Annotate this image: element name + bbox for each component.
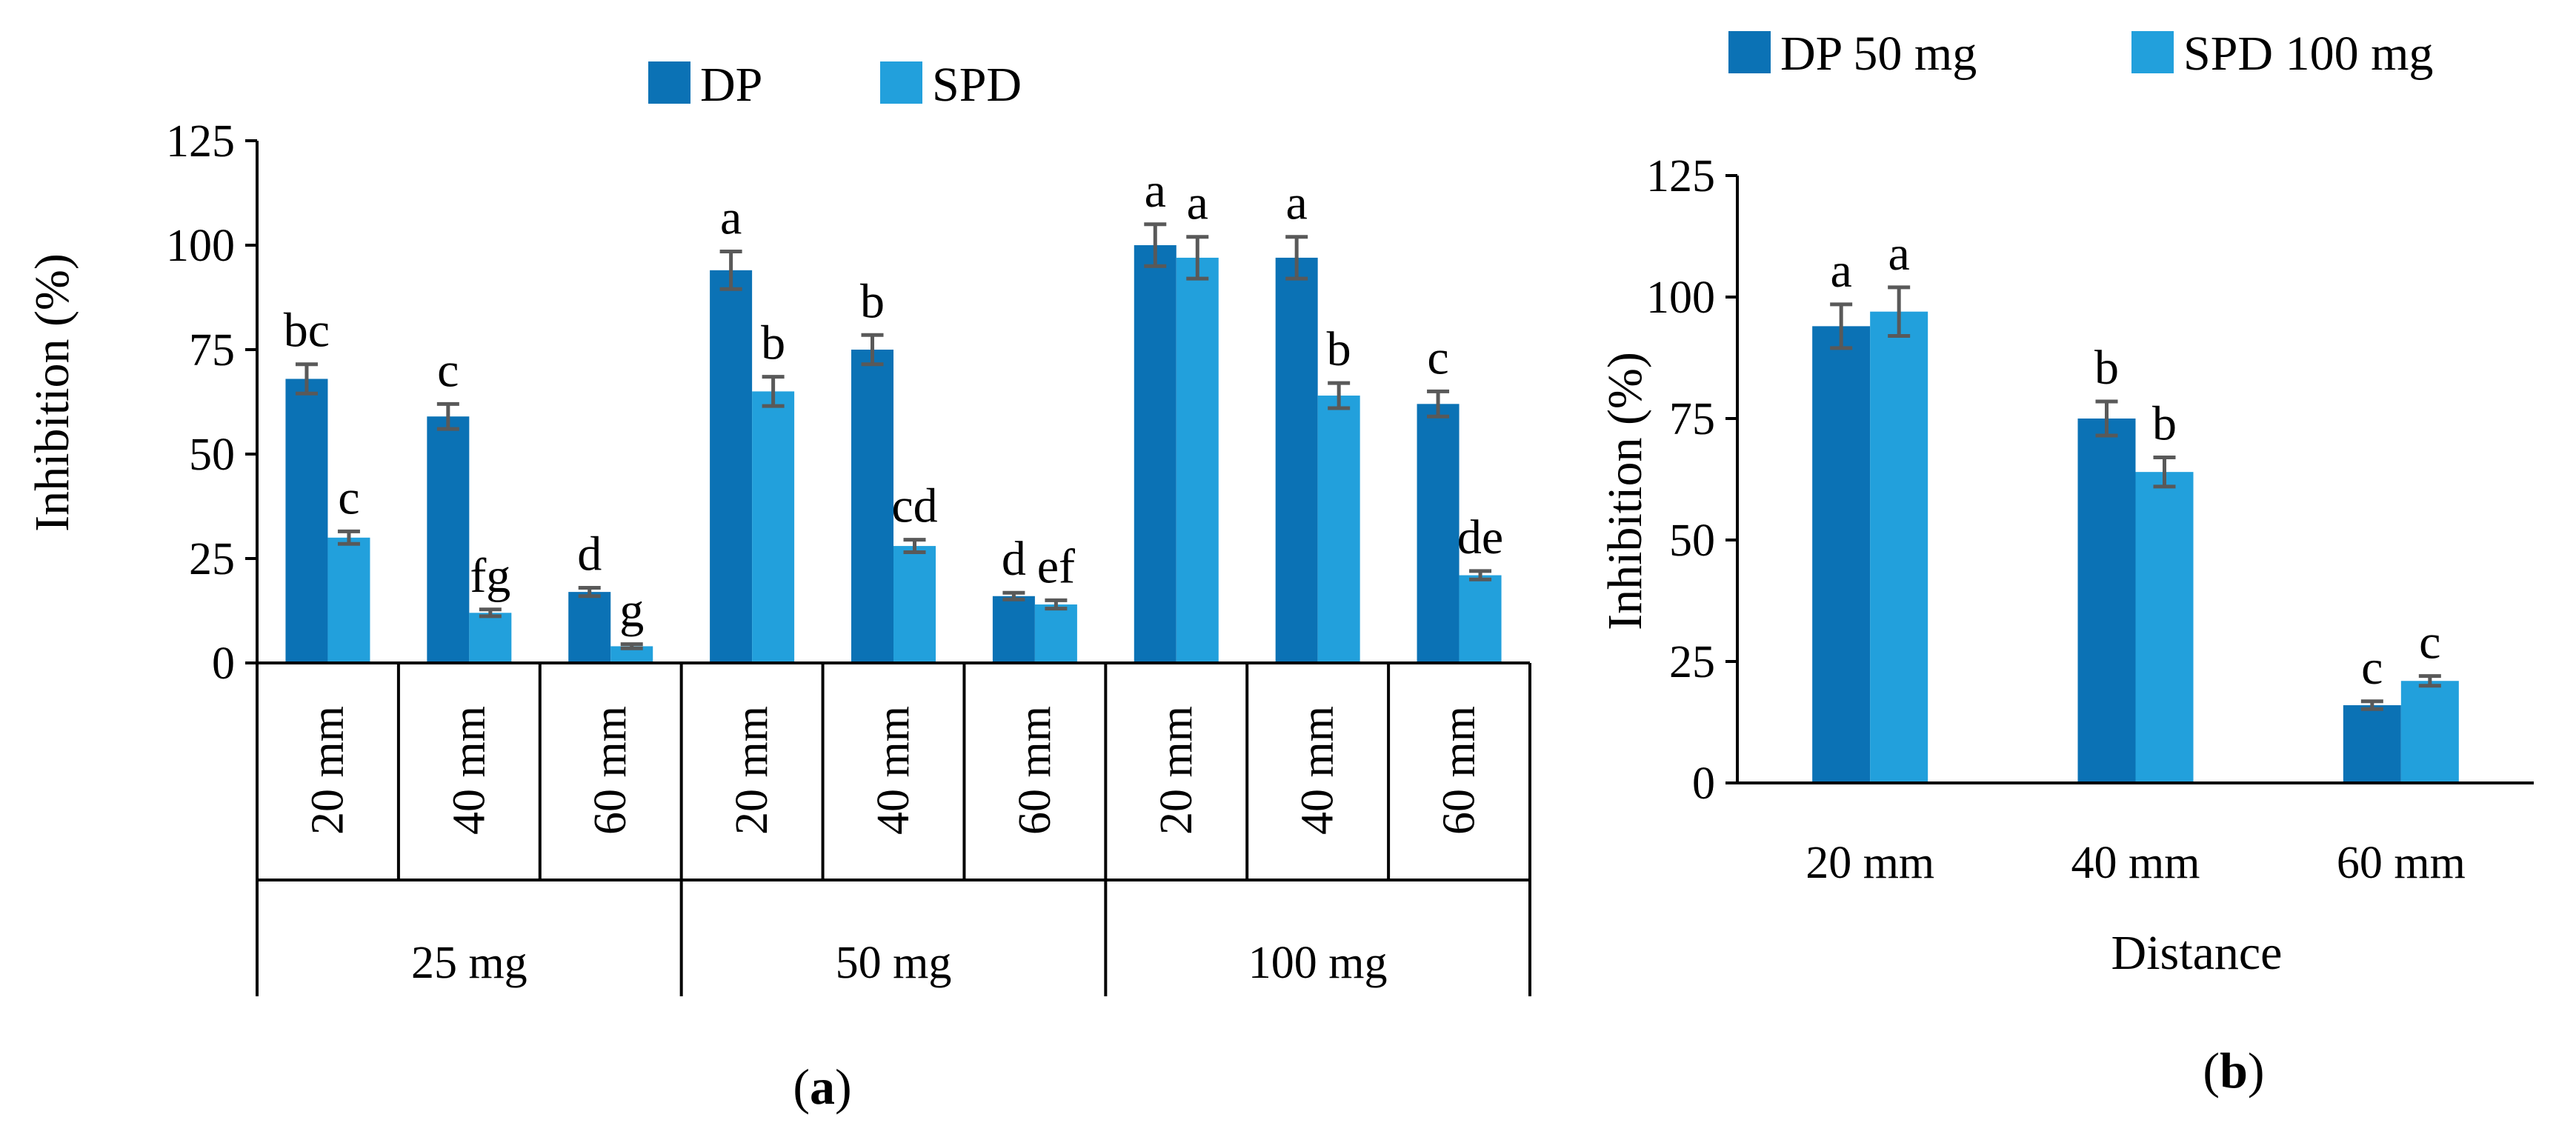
chart-b-bar-dp [1812, 326, 1871, 783]
chart-b-y-ticks: 0 25 50 75 100 125 [1646, 151, 1737, 809]
chart-a-bar-dp [851, 350, 893, 663]
chart-a-significance-letter: b [1327, 322, 1351, 376]
chart-a-x-tick-label: 20 mm [727, 706, 777, 835]
chart-a-significance-letter: c [338, 470, 359, 524]
chart-a-significance-letter: fg [470, 549, 510, 603]
chart-a-y-ticks: 0 25 50 75 100 125 [166, 116, 257, 689]
chart-a-legend: DP SPD [648, 58, 1022, 112]
chart-b-y-tick-label: 75 [1669, 394, 1715, 444]
chart-a-bar-dp [1417, 404, 1460, 663]
chart-a-bar-spd [327, 537, 370, 663]
chart-a-bar-dp [568, 592, 611, 663]
chart-a-significance-letter: b [761, 316, 785, 370]
chart-a-y-tick-label: 100 [166, 221, 235, 271]
chart-b-significance-letter: a [1888, 227, 1910, 281]
chart-b-bar-spd [2135, 472, 2194, 783]
chart-b-legend: DP 50 mg SPD 100 mg [1728, 27, 2433, 81]
chart-a-bar-spd [752, 391, 795, 663]
legend-a-swatch-spd [880, 61, 922, 104]
chart-b-x-tick-label: 40 mm [2071, 838, 2200, 888]
chart-b-significance-letter: c [2361, 641, 2383, 695]
chart-b-significance-letter: b [2094, 341, 2119, 395]
chart-b-bar-dp [2343, 705, 2401, 783]
legend-b-label-spd: SPD 100 mg [2183, 27, 2433, 81]
chart-a-bar-spd [610, 646, 653, 663]
chart-a-bar-dp [710, 270, 753, 664]
chart-b-significance-letter: b [2152, 396, 2177, 450]
chart-b-significance-letter: c [2419, 616, 2440, 670]
chart-b-bars: a b c a b c [1812, 227, 2459, 783]
chart-a-bar-spd [1176, 257, 1219, 663]
chart-a-significance-letter: de [1457, 510, 1503, 564]
legend-a-label-dp: DP [700, 58, 762, 112]
chart-b-y-axis-label: Inhibition (%) [1598, 352, 1652, 630]
chart-b-x-tick-label: 60 mm [2337, 838, 2466, 888]
chart-a-x-tick-label: 20 mm [302, 706, 353, 835]
chart-a-bar-dp [285, 379, 328, 663]
chart-a-x-tick-label: 40 mm [444, 706, 494, 835]
chart-a-y-tick-label: 125 [166, 116, 235, 167]
chart-b-y-tick-label: 25 [1669, 637, 1715, 687]
chart-a-significance-letter: g [619, 584, 644, 638]
chart-a-bar-dp [1275, 257, 1318, 663]
legend-a-label-spd: SPD [932, 58, 1022, 112]
chart-b-y-tick-label: 125 [1646, 151, 1715, 201]
chart-a-significance-letter: a [1145, 164, 1166, 218]
chart-a-x-tick-label: 20 mm [1151, 706, 1202, 835]
chart-b-bar-spd [1870, 311, 1928, 783]
chart-a-significance-letter: c [1427, 330, 1448, 384]
chart-a-bar-dp [427, 416, 470, 663]
chart-a-group-label: 100 mg [1248, 938, 1388, 988]
chart-a-bar-spd [1459, 575, 1502, 663]
chart-b-x-axis-label: Distance [2111, 926, 2283, 980]
chart-a-y-tick-label: 0 [212, 639, 235, 689]
chart-a-x-tick-label: 60 mm [1010, 706, 1060, 835]
chart-a-group-label: 25 mg [411, 938, 527, 988]
chart-a-significance-letter: a [1187, 176, 1208, 230]
chart-b-x-tick-label: 20 mm [1805, 838, 1934, 888]
chart-a-bar-dp [1134, 245, 1176, 663]
chart-a-y-axis-label: Inhibition (%) [25, 253, 79, 532]
chart-a-bar-spd [893, 546, 936, 663]
chart-a-significance-letter: bc [284, 304, 330, 358]
chart-a-y-tick-label: 75 [189, 325, 235, 376]
chart-a-bar-spd [1034, 604, 1077, 663]
chart-b-y-tick-label: 50 [1669, 516, 1715, 566]
chart-b-y-tick-label: 0 [1692, 759, 1715, 809]
legend-b-label-dp: DP 50 mg [1780, 27, 1977, 81]
chart-b-x-axis: 20 mm 40 mm 60 mm [1736, 176, 2534, 888]
chart-b: DP 50 mg SPD 100 mg Inhibition (%) 0 25 50… [1598, 27, 2534, 1099]
chart-a-x-tick-label: 60 mm [585, 706, 636, 835]
chart-a-bar-spd [1317, 396, 1360, 663]
caption-b: (b) [2203, 1042, 2264, 1099]
chart-a-significance-letter: a [1286, 176, 1308, 230]
legend-b-swatch-dp [1728, 31, 1771, 73]
chart-a-significance-letter: d [1002, 532, 1026, 586]
chart-a-bar-dp [992, 596, 1035, 663]
chart-a-significance-letter: b [860, 274, 885, 328]
legend-a-swatch-dp [648, 61, 690, 104]
chart-a-x-tick-label: 40 mm [1293, 706, 1343, 835]
chart-b-significance-letter: a [1831, 244, 1852, 298]
chart-a-significance-letter: ef [1037, 539, 1075, 593]
chart-b-bar-spd [2400, 681, 2459, 783]
chart-a-group-label: 50 mg [836, 938, 952, 988]
chart-b-bar-dp [2077, 419, 2136, 783]
chart-a-y-tick-label: 50 [189, 430, 235, 480]
chart-a-significance-letter: c [437, 343, 459, 397]
chart-a-bar-spd [469, 613, 512, 663]
legend-b-swatch-spd [2131, 31, 2174, 73]
chart-a-x-tick-label: 40 mm [868, 706, 919, 835]
chart-a-significance-letter: d [577, 527, 602, 581]
chart-a-significance-letter: a [720, 190, 742, 244]
chart-a-x-axis: 20 mm 40 mm 60 mm 20 mm 40 mm 60 mm 20 mm 40 mm… [256, 141, 1531, 996]
chart-b-y-tick-label: 100 [1646, 273, 1715, 323]
caption-a: (a) [793, 1059, 851, 1115]
chart-a-x-tick-label: 60 mm [1434, 706, 1485, 835]
chart-a-significance-letter: cd [891, 479, 937, 533]
chart-a-y-tick-label: 25 [189, 534, 235, 584]
